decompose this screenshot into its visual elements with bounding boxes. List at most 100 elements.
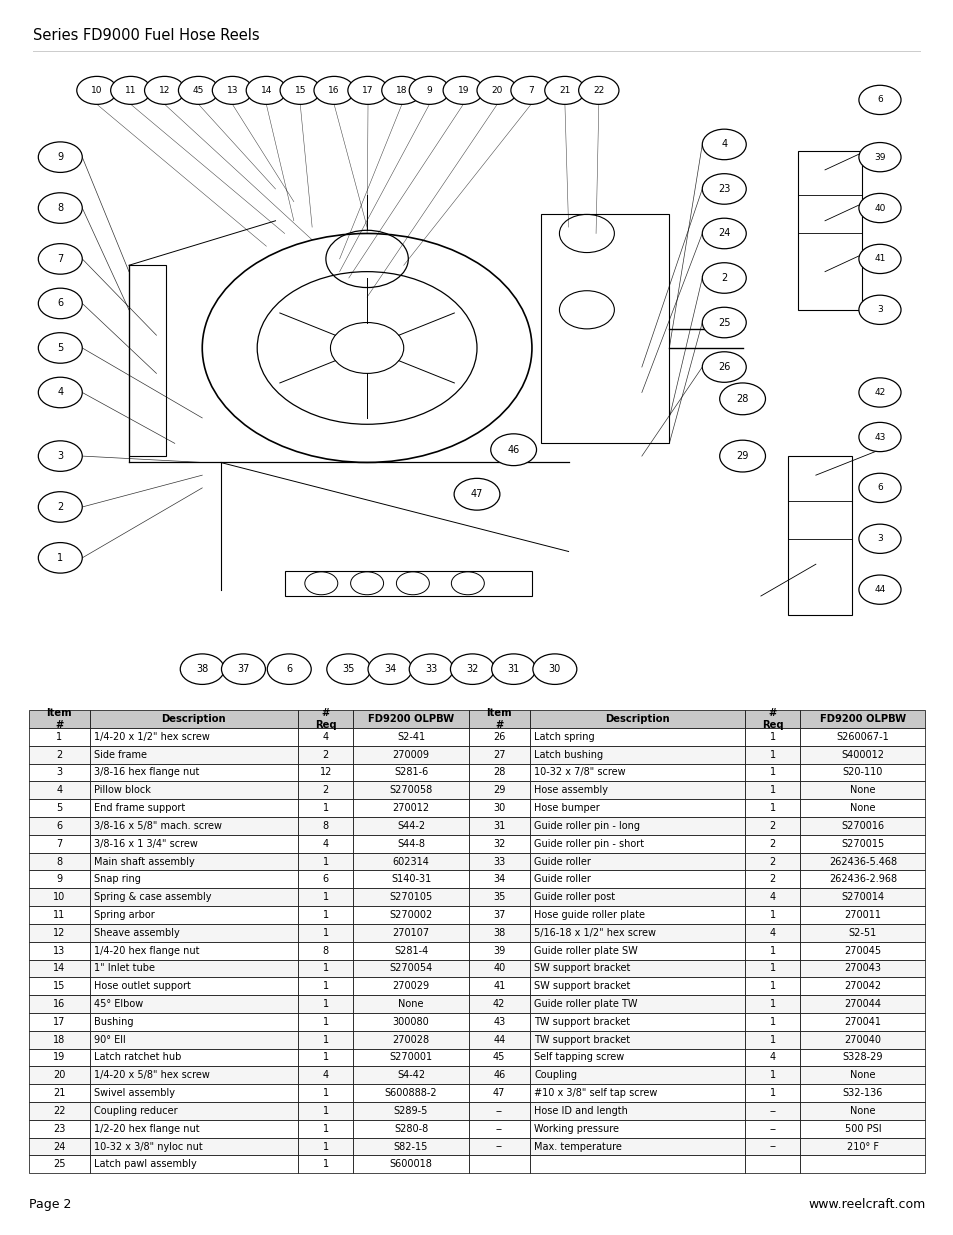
Bar [297,763,353,782]
Bar [353,710,468,727]
Text: 10-32 x 3/8" nyloc nut: 10-32 x 3/8" nyloc nut [94,1141,203,1151]
Text: 1: 1 [322,857,329,867]
Bar [529,1137,744,1156]
Text: None: None [398,999,423,1009]
Text: 19: 19 [53,1052,65,1062]
Bar [297,835,353,852]
Text: 4: 4 [322,732,329,742]
Text: 1: 1 [769,803,775,813]
Circle shape [491,653,535,684]
Bar [297,941,353,960]
Text: Latch bushing: Latch bushing [534,750,602,760]
Text: 29: 29 [493,785,505,795]
Bar [297,1031,353,1049]
Bar [744,906,800,924]
Circle shape [38,542,82,573]
Text: 300080: 300080 [393,1016,429,1026]
Text: 500 PSI: 500 PSI [843,1124,881,1134]
Text: Description: Description [604,714,669,724]
Bar [468,960,529,977]
Bar [353,818,468,835]
Text: 1/4-20 hex flange nut: 1/4-20 hex flange nut [94,946,199,956]
Text: Guide roller pin - long: Guide roller pin - long [534,821,639,831]
Bar [468,782,529,799]
Bar [744,1120,800,1137]
Text: 16: 16 [53,999,65,1009]
Circle shape [145,77,185,105]
Text: 5: 5 [56,803,62,813]
Bar [529,941,744,960]
Circle shape [267,653,311,684]
Bar [800,835,924,852]
Text: Working pressure: Working pressure [534,1124,618,1134]
Bar [90,871,297,888]
Text: 38: 38 [196,664,208,674]
Text: #
Req: # Req [761,708,782,730]
Text: 34: 34 [493,874,505,884]
Bar [29,1031,90,1049]
Bar [353,763,468,782]
Text: S270001: S270001 [389,1052,432,1062]
Text: Coupling: Coupling [534,1071,577,1081]
Text: 2: 2 [769,821,775,831]
Text: Latch ratchet hub: Latch ratchet hub [94,1052,181,1062]
Bar [297,1102,353,1120]
Text: 1: 1 [322,982,329,992]
Text: 5: 5 [57,343,63,353]
Circle shape [858,524,900,553]
Bar [297,924,353,941]
Text: 1: 1 [322,803,329,813]
Text: 1: 1 [56,732,62,742]
Text: S270058: S270058 [389,785,433,795]
Bar [468,727,529,746]
Bar [797,151,861,310]
Text: 11: 11 [125,86,136,95]
Bar [529,818,744,835]
Text: Series FD9000 Fuel Hose Reels: Series FD9000 Fuel Hose Reels [33,27,260,43]
Text: 26: 26 [493,732,505,742]
Bar [29,818,90,835]
Text: S280-8: S280-8 [394,1124,428,1134]
Circle shape [858,576,900,604]
Text: 43: 43 [873,432,884,441]
Circle shape [180,653,224,684]
Bar [529,852,744,871]
Bar [744,782,800,799]
Bar [800,1066,924,1084]
Text: 1: 1 [322,999,329,1009]
Text: 15: 15 [53,982,65,992]
Text: S270105: S270105 [389,892,433,902]
Bar [90,1102,297,1120]
Bar [353,871,468,888]
Bar [468,710,529,727]
Bar [800,888,924,906]
Circle shape [246,77,286,105]
Bar [353,1084,468,1102]
Text: Guide roller plate TW: Guide roller plate TW [534,999,637,1009]
Bar [800,782,924,799]
Text: 47: 47 [471,489,482,499]
Bar [529,977,744,995]
Bar [800,710,924,727]
Text: 23: 23 [718,184,730,194]
Bar [468,835,529,852]
Text: 42: 42 [493,999,505,1009]
Bar [90,746,297,763]
Circle shape [368,653,412,684]
Circle shape [38,377,82,408]
Text: Item
#: Item # [47,708,71,730]
Circle shape [314,77,354,105]
Bar [529,1156,744,1173]
Bar [468,995,529,1013]
Text: 7: 7 [528,86,534,95]
Bar [800,1137,924,1156]
Text: 5/16-18 x 1/2" hex screw: 5/16-18 x 1/2" hex screw [534,927,656,937]
Bar [800,1102,924,1120]
Bar [529,710,744,727]
Text: 270042: 270042 [843,982,881,992]
Bar [744,727,800,746]
Bar [744,871,800,888]
Bar [800,727,924,746]
Bar [744,1066,800,1084]
Bar [744,763,800,782]
